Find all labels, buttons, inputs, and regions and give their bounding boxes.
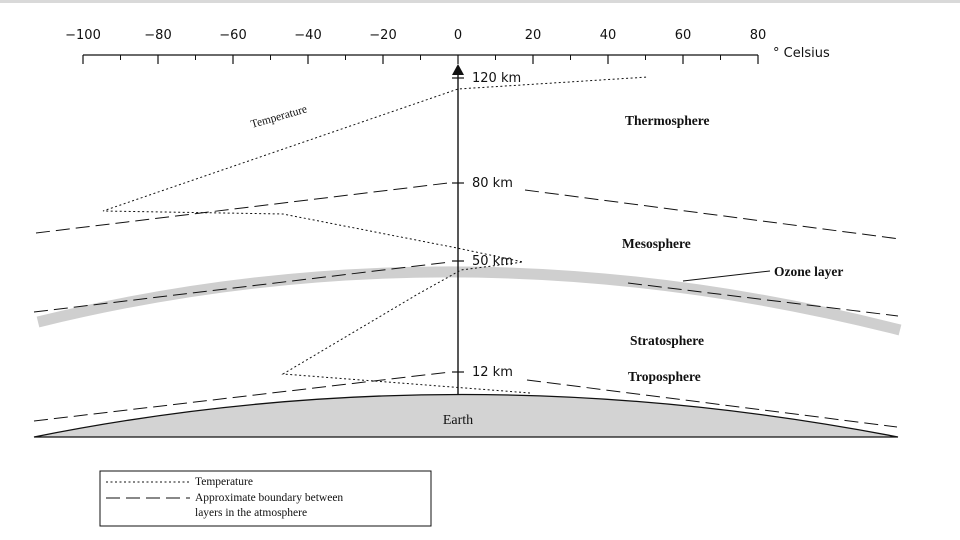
thermosphere-label: Thermosphere [625,113,710,128]
altitude-label-120km: 120 km [472,71,521,86]
top-border [0,0,960,3]
mesosphere-label: Mesosphere [622,236,691,251]
tick-label-0: −100 [65,28,101,43]
boundary-12km [33,371,451,422]
temperature-axis: −100 −80 −60 −40 −20 0 20 40 60 80 ° Cel… [65,28,830,64]
tick-label-3: −40 [294,28,321,43]
ozone-layer-band [36,266,902,336]
tick-label-8: 60 [675,28,692,43]
boundary-50km [33,261,451,313]
altitude-axis: 120 km 80 km 50 km 12 km [452,64,521,395]
stratosphere-label: Stratosphere [630,333,704,348]
layer-boundaries [33,182,901,428]
temperature-profile [102,76,649,394]
tick-label-6: 20 [525,28,542,43]
altitude-label-12km: 12 km [472,365,513,380]
altitude-label-80km: 80 km [472,176,513,191]
boundary-50km-right [627,282,899,317]
legend-boundary-label-line2: layers in the atmosphere [195,507,307,519]
altitude-axis-arrowhead [452,64,464,75]
temperature-unit-label: ° Celsius [773,46,830,61]
temperature-curve-label: Temperature [250,103,309,131]
tick-label-7: 40 [600,28,617,43]
legend: Temperature Approximate boundary between… [99,470,432,527]
tick-label-4: −20 [369,28,396,43]
boundary-80km-right [524,189,901,240]
tick-label-1: −80 [144,28,171,43]
tick-label-2: −60 [219,28,246,43]
earth-surface [33,393,899,438]
altitude-label-50km: 50 km [472,254,513,269]
tick-label-5: 0 [454,28,462,43]
ozone-layer-label: Ozone layer [774,264,843,279]
boundary-12km-right [526,379,898,428]
temperature-axis-ticks [82,55,759,64]
legend-boundary-label-line1: Approximate boundary between [195,492,343,504]
ozone-leader-line [682,270,771,282]
tick-label-9: 80 [750,28,767,43]
earth-label: Earth [443,413,473,428]
boundary-80km [35,182,449,234]
troposphere-label: Troposphere [628,369,701,384]
legend-temperature-label: Temperature [195,476,253,488]
